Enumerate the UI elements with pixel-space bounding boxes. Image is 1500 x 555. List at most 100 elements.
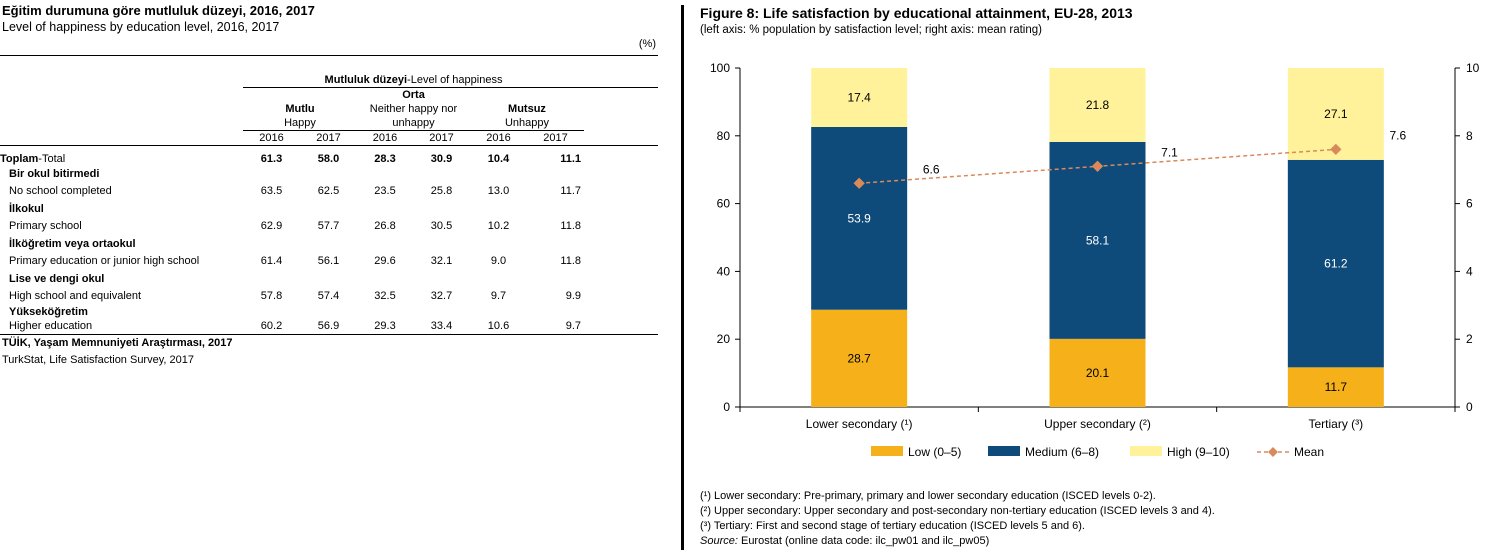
bar-segment [1287, 159, 1384, 368]
col-header-tr: Mutsuz [508, 102, 546, 115]
row-category-label: Yükseköğretim [9, 306, 88, 318]
left-tick-label: 40 [717, 264, 731, 278]
group-header: Mutluluk düzeyi-Level of happiness [243, 72, 584, 88]
category-label: Upper secondary (²) [1044, 417, 1151, 431]
col-header-tr: Orta [402, 88, 425, 101]
right-tick-label: 4 [1466, 264, 1473, 278]
cell: 11.8 [560, 255, 581, 267]
bar-segment [1049, 338, 1146, 407]
cell: 56.9 [317, 320, 340, 332]
row-label: High school and equivalent [9, 290, 142, 302]
left-tick-label: 80 [717, 129, 731, 143]
cell: 32.7 [430, 290, 453, 302]
mean-marker [1091, 160, 1104, 172]
happiness-table-body: Bir okul bitirmedi No school completed 63.… [0, 165, 658, 333]
bar-segment [1287, 367, 1384, 407]
row-category-label: Lise ve dengi okul [9, 272, 105, 285]
cell: 57.7 [317, 220, 340, 232]
cell: 10.6 [487, 320, 510, 332]
cell: 23.5 [374, 185, 396, 197]
footnote: (³) Tertiary: First and second stage of … [700, 520, 1085, 532]
bar-value-label: 11.7 [1325, 380, 1348, 394]
row-category-label: İlköğretim veya ortaokul [9, 237, 136, 250]
cell: 11.8 [560, 220, 581, 232]
bar-value-label: 21.8 [1086, 98, 1110, 112]
table-subtitle: Level of happiness by education level, 2… [2, 20, 280, 34]
col-header-tr: Mutlu [285, 102, 315, 115]
row-category-label: İlkokul [9, 202, 44, 215]
cell: 9.7 [565, 320, 581, 332]
bar-segment [811, 309, 908, 407]
table-row: No school completed 63.5 62.5 23.5 25.8 13.0 1… [0, 182, 658, 200]
cell: 30.9 [430, 152, 453, 165]
table-row: Primary education or junior high school 6… [0, 252, 658, 270]
bar-value-label: 53.9 [847, 211, 871, 225]
footnote: (¹) Lower secondary: Pre-primary, primar… [700, 490, 1156, 502]
bar-segment [811, 68, 908, 127]
row-label: No school completed [9, 185, 112, 197]
cell: 32.1 [430, 255, 453, 267]
cell: 62.9 [260, 220, 283, 232]
cell: 9.9 [565, 290, 581, 302]
col-header-en: Unhappy [470, 115, 584, 131]
year-header: 2017 [429, 131, 454, 144]
right-tick-label: 0 [1466, 400, 1473, 414]
cell: 13.0 [487, 185, 510, 197]
mean-marker [1330, 143, 1342, 156]
cell: 30.5 [430, 220, 453, 232]
footnote: (²) Upper secondary: Upper secondary and… [700, 505, 1215, 517]
table-row: High school and equivalent 57.8 57.4 32.5 32… [0, 287, 658, 305]
cell: 26.8 [374, 220, 396, 232]
row-label: Primary school [9, 220, 82, 232]
happiness-table: Mutluluk düzeyi-Level of happiness Orta … [0, 55, 658, 170]
table-source-en: TurkStat, Life Satisfaction Survey, 2017 [2, 354, 194, 366]
bar-value-label: 28.7 [847, 351, 871, 365]
left-tick-label: 100 [710, 61, 730, 75]
cell: 61.3 [260, 152, 283, 165]
table-row-category: Yükseköğretim [0, 305, 658, 319]
table-title: Eğitim durumuna göre mutluluk düzeyi, 20… [2, 3, 315, 18]
cell: 62.5 [317, 185, 340, 197]
cell: 60.2 [260, 320, 283, 332]
right-tick-label: 10 [1466, 61, 1480, 75]
table-row-category: İlkokul [0, 200, 658, 217]
table-row-category: Bir okul bitirmedi [0, 165, 658, 182]
row-label: Toplam-Total [0, 152, 66, 165]
row-category-label: Bir okul bitirmedi [9, 167, 100, 180]
mean-value-label: 6.6 [923, 162, 940, 176]
col-header-en2: unhappy [357, 115, 470, 131]
cell: 56.1 [317, 255, 340, 267]
table-row: Higher education 60.2 56.9 29.3 33.4 10.6 9.7 [0, 319, 658, 333]
figure-panel: Figure 8: Life satisfaction by education… [695, 0, 1495, 555]
col-header-en: Neither happy nor [369, 102, 458, 115]
legend-label: High (9–10) [1167, 445, 1230, 459]
mean-value-label: 7.1 [1161, 145, 1178, 159]
panel-divider [681, 5, 684, 550]
cell: 58.0 [317, 152, 340, 165]
left-tick-label: 60 [717, 197, 731, 211]
cell: 29.3 [374, 320, 396, 332]
cell: 61.4 [260, 255, 283, 267]
table-panel: Eğitim durumuna göre mutluluk düzeyi, 20… [0, 0, 670, 555]
bar-value-label: 17.4 [847, 90, 871, 104]
left-tick-label: 0 [723, 400, 730, 414]
bar-segment [1049, 141, 1146, 339]
legend-label: Low (0–5) [908, 445, 961, 459]
cell: 28.3 [374, 152, 396, 165]
table-row-category: İlköğretim veya ortaokul [0, 235, 658, 252]
bar-segment [811, 126, 908, 310]
cell: 10.2 [487, 220, 510, 232]
right-tick-label: 2 [1466, 332, 1473, 346]
year-header: 2016 [486, 131, 511, 144]
table-row-total: Toplam-Total 61.3 58.0 28.3 30.9 10.4 11… [0, 152, 658, 166]
right-tick-label: 8 [1466, 129, 1473, 143]
table-bottom-rule [0, 334, 658, 335]
table-source-tr: TÜİK, Yaşam Memnuniyeti Araştırması, 201… [2, 337, 233, 349]
figure-footnotes: (¹) Lower secondary: Pre-primary, primar… [700, 489, 1215, 549]
year-header: 2017 [316, 131, 341, 144]
category-label: Tertiary (³) [1308, 417, 1363, 431]
cell: 11.7 [560, 185, 581, 197]
figure-subtitle: (left axis: % population by satisfaction… [700, 24, 1042, 36]
cell: 11.1 [560, 152, 581, 165]
category-label: Lower secondary (¹) [806, 417, 913, 431]
